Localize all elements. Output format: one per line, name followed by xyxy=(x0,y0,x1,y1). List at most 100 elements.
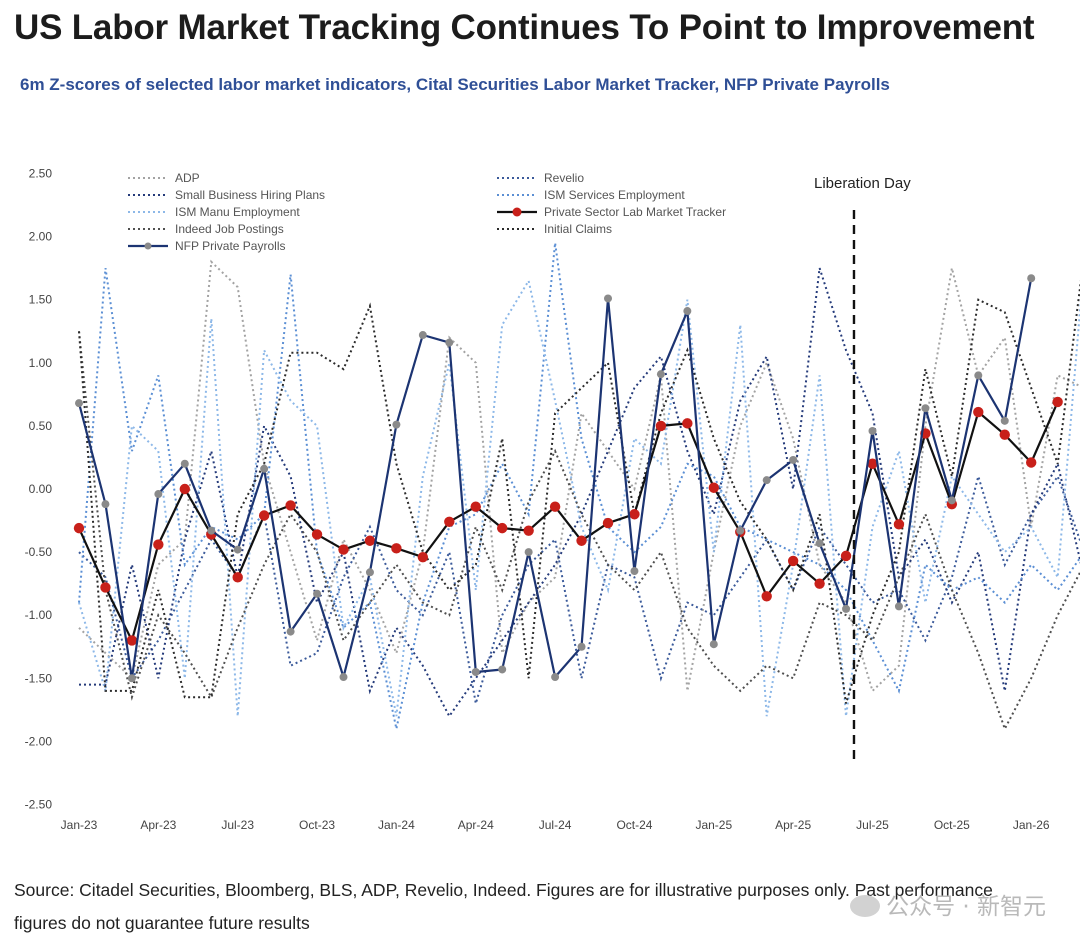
data-point-private-sector-lab-market-tracker xyxy=(1026,457,1037,468)
data-point-private-sector-lab-market-tracker xyxy=(391,543,402,554)
chart-title: US Labor Market Tracking Continues To Po… xyxy=(14,8,1035,47)
data-point-private-sector-lab-market-tracker xyxy=(232,572,243,583)
legend-label: Private Sector Lab Market Tracker xyxy=(544,205,726,219)
series-line-indeed-job-postings xyxy=(78,331,1080,732)
data-point-private-sector-lab-market-tracker xyxy=(814,578,825,589)
data-point-nfp-private-payrolls xyxy=(815,539,824,548)
y-tick-label: 0.00 xyxy=(29,482,53,496)
data-point-nfp-private-payrolls xyxy=(101,500,110,509)
data-point-private-sector-lab-market-tracker xyxy=(893,519,905,530)
y-tick-label: 2.00 xyxy=(29,230,53,244)
data-point-private-sector-lab-market-tracker xyxy=(999,429,1010,440)
x-tick-label: Jan-24 xyxy=(378,818,415,832)
legend-marker-nfp-private-payrolls xyxy=(144,242,152,250)
data-point-private-sector-lab-market-tracker xyxy=(629,509,640,520)
y-tick-label: 1.50 xyxy=(29,293,53,307)
data-point-private-sector-lab-market-tracker xyxy=(364,535,376,546)
series-line-ism-services-employment xyxy=(78,242,1080,730)
data-point-nfp-private-payrolls xyxy=(180,459,189,468)
data-point-private-sector-lab-market-tracker xyxy=(549,501,561,512)
x-tick-label: Apr-24 xyxy=(458,818,494,832)
data-point-private-sector-lab-market-tracker xyxy=(682,418,693,429)
series-line-nfp-private-payrolls xyxy=(77,277,1033,680)
legend-marker-private-sector-lab-market-tracker xyxy=(512,207,522,217)
data-point-private-sector-lab-market-tracker xyxy=(311,529,323,540)
data-point-private-sector-lab-market-tracker xyxy=(655,420,667,432)
x-tick-label: Apr-23 xyxy=(140,818,176,832)
data-point-private-sector-lab-market-tracker xyxy=(153,539,164,550)
data-point-private-sector-lab-market-tracker xyxy=(417,551,429,563)
x-tick-label: Jan-25 xyxy=(695,818,732,832)
data-point-private-sector-lab-market-tracker xyxy=(840,550,852,562)
x-tick-label: Jul-24 xyxy=(539,818,572,832)
x-tick-label: Oct-23 xyxy=(299,818,335,832)
data-point-private-sector-lab-market-tracker xyxy=(470,501,481,512)
data-point-nfp-private-payrolls xyxy=(339,673,348,682)
series-line-revelio xyxy=(78,472,1080,704)
data-point-private-sector-lab-market-tracker xyxy=(73,522,85,534)
y-tick-label: -1.00 xyxy=(25,608,53,622)
data-point-nfp-private-payrolls xyxy=(842,604,851,613)
data-point-nfp-private-payrolls xyxy=(683,307,692,316)
y-tick-label: 2.50 xyxy=(29,167,53,181)
source-note: Source: Citadel Securities, Bloomberg, B… xyxy=(14,880,993,933)
data-point-nfp-private-payrolls xyxy=(313,589,322,598)
y-tick-label: -2.00 xyxy=(25,734,53,748)
data-point-private-sector-lab-market-tracker xyxy=(708,482,719,493)
wechat-logo-icon xyxy=(850,895,881,917)
data-point-nfp-private-payrolls xyxy=(260,464,269,473)
data-point-private-sector-lab-market-tracker xyxy=(523,525,534,536)
data-point-nfp-private-payrolls xyxy=(762,476,771,485)
x-tick-label: Jan-23 xyxy=(61,818,98,832)
data-point-nfp-private-payrolls xyxy=(365,568,374,577)
data-point-nfp-private-payrolls xyxy=(736,526,745,535)
data-point-nfp-private-payrolls xyxy=(392,420,401,429)
data-point-private-sector-lab-market-tracker xyxy=(497,522,508,534)
data-point-nfp-private-payrolls xyxy=(921,404,930,413)
data-point-private-sector-lab-market-tracker xyxy=(576,535,587,546)
series-line-initial-claims xyxy=(78,279,1080,704)
data-point-private-sector-lab-market-tracker xyxy=(761,591,772,602)
data-point-nfp-private-payrolls xyxy=(207,526,216,535)
y-tick-label: -2.50 xyxy=(25,798,53,812)
liberation-day-label: Liberation Day xyxy=(814,175,911,192)
data-point-private-sector-lab-market-tracker xyxy=(602,517,614,529)
data-point-nfp-private-payrolls xyxy=(551,673,560,682)
data-point-nfp-private-payrolls xyxy=(577,642,586,651)
legend-label: NFP Private Payrolls xyxy=(175,239,285,253)
data-point-private-sector-lab-market-tracker xyxy=(100,582,111,593)
data-point-nfp-private-payrolls xyxy=(868,426,877,435)
data-point-private-sector-lab-market-tracker xyxy=(179,483,190,495)
data-point-nfp-private-payrolls xyxy=(1027,274,1036,283)
data-point-nfp-private-payrolls xyxy=(630,567,639,576)
x-tick-label: Jul-23 xyxy=(221,818,254,832)
legend-label: Indeed Job Postings xyxy=(175,222,284,236)
data-point-nfp-private-payrolls xyxy=(947,496,956,505)
data-point-private-sector-lab-market-tracker xyxy=(258,510,270,521)
data-point-private-sector-lab-market-tracker xyxy=(126,635,138,646)
data-point-private-sector-lab-market-tracker xyxy=(338,544,349,555)
x-tick-label: Apr-25 xyxy=(775,818,811,832)
legend-label: Initial Claims xyxy=(544,222,612,236)
data-point-nfp-private-payrolls xyxy=(233,545,242,554)
legend-label: Small Business Hiring Plans xyxy=(175,188,325,202)
data-point-nfp-private-payrolls xyxy=(789,455,798,464)
data-point-nfp-private-payrolls xyxy=(471,667,480,676)
data-point-nfp-private-payrolls xyxy=(418,331,427,340)
x-tick-label: Jul-25 xyxy=(856,818,889,832)
data-point-nfp-private-payrolls xyxy=(127,674,136,683)
data-point-nfp-private-payrolls xyxy=(524,548,533,557)
data-point-nfp-private-payrolls xyxy=(75,399,83,408)
watermark: 公众号 · 新智元 xyxy=(850,887,1046,921)
x-tick-label: Jan-26 xyxy=(1013,818,1050,832)
data-point-nfp-private-payrolls xyxy=(656,370,665,379)
data-point-private-sector-lab-market-tracker xyxy=(787,555,799,567)
data-point-private-sector-lab-market-tracker xyxy=(867,458,878,469)
chart-subtitle: 6m Z-scores of selected labor market ind… xyxy=(20,75,890,94)
chart-plot: 2.50 2.00 1.50 1.00 0.50 0.00 -0.50 -1.00 -1.50 -… xyxy=(25,167,1080,832)
data-point-nfp-private-payrolls xyxy=(445,338,454,347)
series-line-ism-manu-employment xyxy=(78,278,1080,717)
data-point-private-sector-lab-market-tracker xyxy=(1052,396,1063,408)
data-point-private-sector-lab-market-tracker xyxy=(973,406,984,418)
data-point-private-sector-lab-market-tracker xyxy=(444,516,455,528)
